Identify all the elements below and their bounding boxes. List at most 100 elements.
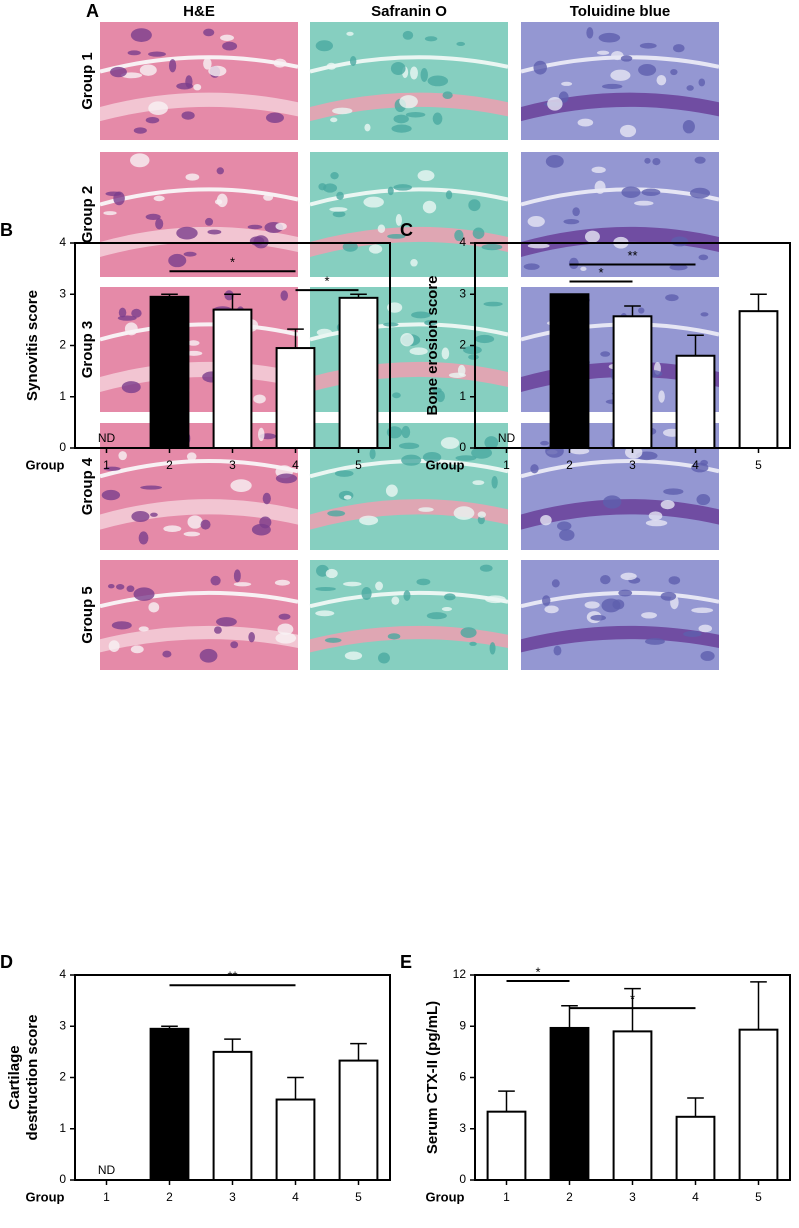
cell-cluster	[694, 156, 706, 164]
micrograph-bg	[521, 560, 719, 670]
cell-cluster	[121, 381, 141, 394]
cell-cluster	[150, 512, 158, 517]
cell-cluster	[183, 251, 197, 257]
cell-cluster	[420, 68, 428, 82]
x-tick-label: 4	[292, 458, 299, 472]
cell-cluster	[377, 224, 386, 233]
x-tick-label: 3	[629, 458, 636, 472]
cell-cluster	[691, 462, 709, 473]
cell-cluster	[216, 617, 237, 627]
cell-cluster	[275, 222, 287, 231]
y-tick-label: 4	[59, 967, 66, 981]
x-tick-label: 1	[503, 458, 510, 472]
x-tick-label: 3	[229, 458, 236, 472]
column-header: H&E	[183, 3, 215, 20]
cell-cluster	[663, 488, 684, 495]
cell-cluster	[103, 466, 121, 471]
cell-cluster	[481, 243, 503, 251]
cell-cluster	[133, 587, 155, 601]
cell-cluster	[584, 601, 600, 609]
cell-cluster	[401, 454, 422, 466]
cell-cluster	[323, 183, 338, 193]
cell-cluster	[686, 85, 694, 91]
cell-cluster	[700, 312, 709, 317]
cell-cluster	[118, 451, 127, 461]
x-tick-label: 2	[166, 458, 173, 472]
x-axis-label: Group	[426, 457, 465, 472]
cell-cluster	[216, 167, 224, 175]
cell-cluster	[387, 633, 401, 640]
cell-cluster	[199, 648, 218, 663]
y-axis-label: Cartilage	[6, 1045, 23, 1109]
y-tick-label: 0	[459, 440, 466, 454]
joint-space	[99, 590, 299, 609]
micrograph-bg	[100, 152, 298, 277]
cell-cluster	[344, 651, 363, 660]
cell-cluster	[469, 641, 477, 646]
significance-label: *	[630, 992, 635, 1007]
cell-cluster	[620, 55, 633, 62]
tissue-band	[310, 625, 508, 653]
x-tick-label: 5	[755, 458, 762, 472]
cell-cluster	[410, 259, 418, 267]
cell-cluster	[691, 607, 714, 614]
cell-cluster	[542, 595, 551, 606]
cell-cluster	[342, 241, 358, 252]
y-tick-label: 2	[59, 1070, 66, 1084]
cell-cluster	[316, 564, 329, 577]
cell-cluster	[580, 266, 587, 271]
cell-cluster	[652, 157, 661, 166]
cell-cluster	[530, 464, 539, 474]
cell-cluster	[207, 229, 222, 235]
cell-cluster	[598, 32, 621, 43]
cell-cluster	[105, 191, 122, 197]
cell-cluster	[577, 118, 594, 127]
cell-cluster	[168, 253, 187, 268]
cell-cluster	[698, 78, 706, 87]
x-axis-label: Group	[26, 1189, 65, 1204]
cell-cluster	[126, 585, 135, 593]
y-tick-label: 1	[459, 389, 466, 403]
cell-cluster	[591, 166, 606, 174]
cell-cluster	[336, 191, 344, 200]
cell-cluster	[390, 61, 406, 76]
x-tick-label: 2	[166, 1190, 173, 1204]
y-axis-label: destruction score	[24, 1015, 41, 1141]
cell-cluster	[658, 390, 665, 403]
cell-cluster	[316, 328, 333, 337]
cell-cluster	[426, 612, 447, 620]
cell-cluster	[145, 117, 160, 124]
x-tick-label: 1	[503, 1190, 510, 1204]
panel-letter: C	[400, 220, 413, 240]
cell-cluster	[602, 83, 623, 89]
cell-cluster	[639, 42, 657, 49]
y-tick-label: 0	[59, 440, 66, 454]
x-tick-label: 3	[629, 1190, 636, 1204]
cell-cluster	[484, 595, 506, 604]
cell-cluster	[586, 27, 594, 39]
cell-cluster	[273, 58, 287, 68]
value-label: ND	[98, 1163, 116, 1177]
cell-cluster	[440, 437, 460, 449]
y-tick-label: 2	[59, 338, 66, 352]
cell-cluster	[263, 194, 274, 201]
y-tick-label: 3	[459, 1121, 466, 1135]
cell-cluster	[477, 515, 485, 525]
cell-cluster	[343, 581, 362, 587]
cell-cluster	[111, 621, 132, 630]
cell-cluster	[233, 582, 252, 587]
bar	[149, 1027, 190, 1181]
cell-cluster	[619, 124, 637, 138]
cell-cluster	[131, 308, 142, 318]
cell-cluster	[559, 529, 575, 541]
cell-cluster	[544, 605, 559, 614]
bar	[612, 315, 653, 449]
cell-cluster	[224, 290, 234, 301]
cell-cluster	[368, 244, 383, 254]
cell-cluster	[363, 196, 384, 208]
cell-cluster	[400, 332, 414, 347]
tissue-band	[521, 625, 719, 653]
cell-cluster	[698, 624, 713, 633]
cell-cluster	[610, 69, 631, 81]
micrograph	[309, 152, 509, 277]
